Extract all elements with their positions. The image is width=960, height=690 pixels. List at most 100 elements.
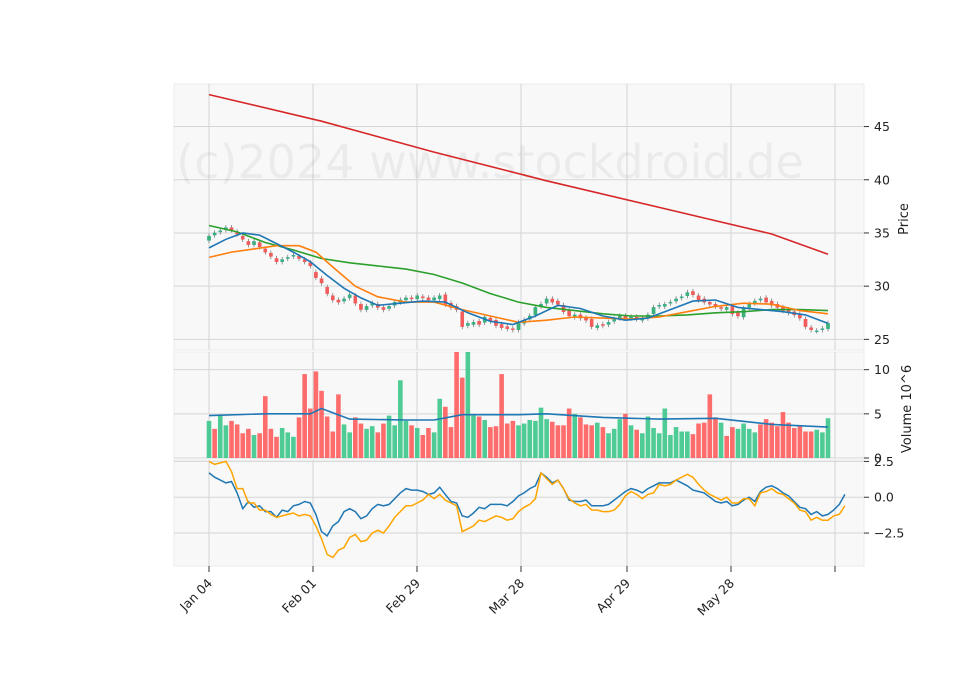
volume-bar — [234, 424, 240, 458]
candle-body — [314, 272, 318, 278]
x-tick-label: Mar 28 — [486, 575, 527, 616]
candle-body — [814, 330, 819, 333]
candle-body — [443, 294, 448, 305]
volume-bar — [279, 427, 285, 458]
volume-bar — [741, 423, 746, 458]
candle-body — [612, 318, 616, 322]
volume-bar — [707, 394, 713, 458]
candle-body — [679, 296, 684, 299]
candle-body — [595, 325, 600, 328]
candle-body — [820, 328, 825, 330]
candle-body — [567, 310, 571, 317]
volume-bar — [656, 433, 662, 458]
volume-bar — [623, 413, 628, 458]
price-moving-average-line — [208, 244, 829, 324]
candle-body — [460, 311, 465, 327]
volume-bar — [454, 352, 459, 458]
candle-body — [421, 296, 425, 299]
volume-bar — [555, 425, 561, 458]
volume-bar — [544, 419, 549, 458]
candle-body — [471, 322, 476, 325]
volume-bar — [538, 407, 544, 458]
candle-body — [769, 300, 774, 306]
volume-bar — [617, 419, 623, 458]
volume-bar — [403, 420, 409, 458]
candle-body — [803, 318, 808, 327]
volume-bar — [634, 429, 639, 458]
oscillator-series — [208, 460, 846, 559]
candle-body — [212, 232, 217, 236]
x-tick-label: May 28 — [694, 575, 737, 618]
volume-bar — [735, 428, 741, 458]
volume-bar — [594, 422, 600, 458]
candle-body — [207, 235, 211, 241]
candle-body — [347, 294, 352, 299]
volume-bar — [313, 371, 319, 458]
volume-bar — [701, 422, 707, 458]
volume-bar — [246, 428, 251, 458]
candle-body — [674, 298, 678, 302]
candle-body — [736, 312, 740, 317]
volume-bar — [285, 432, 291, 458]
candle-body — [319, 278, 324, 284]
volume-bar — [504, 423, 510, 458]
candle-body — [617, 315, 622, 319]
volume-bar — [257, 433, 262, 458]
volume-bar — [375, 432, 381, 458]
volume-bar — [673, 427, 679, 458]
price-series — [207, 93, 830, 334]
volume-bar — [645, 416, 651, 458]
candle-body — [747, 304, 752, 308]
candle-body — [499, 324, 504, 328]
volume-bar — [549, 421, 555, 458]
price-axis-label: Price — [897, 203, 912, 235]
volume-bar — [730, 427, 735, 458]
volume-bar — [527, 420, 533, 458]
candle-body — [336, 299, 341, 303]
volume-bar — [409, 425, 414, 458]
candle-body — [257, 242, 262, 247]
volume-bar — [274, 436, 279, 458]
volume-bar — [606, 433, 611, 458]
candle-body — [477, 321, 481, 325]
volume-bar — [341, 424, 347, 458]
candle-body — [764, 297, 768, 303]
candle-body — [302, 259, 307, 262]
volume-series — [206, 352, 831, 458]
y-tick-label: 25 — [874, 332, 890, 347]
volume-bar — [763, 419, 769, 458]
volume-bar — [690, 434, 696, 458]
volume-bar — [369, 426, 375, 458]
volume-bar — [392, 425, 397, 458]
x-tick-label: Feb 29 — [383, 575, 423, 615]
candle-body — [280, 259, 284, 262]
volume-bar — [583, 424, 589, 458]
candle-body — [331, 295, 335, 301]
volume-bar — [533, 420, 538, 458]
volume-bar — [572, 413, 578, 458]
volume-bar — [724, 435, 730, 458]
oscillator-panel-background — [173, 459, 865, 567]
volume-bar — [758, 424, 763, 458]
volume-bar — [628, 425, 634, 458]
volume-bar — [803, 431, 808, 458]
candle-body — [285, 257, 290, 259]
candle-body — [426, 297, 431, 301]
volume-bar — [324, 416, 330, 458]
candle-body — [629, 316, 633, 319]
volume-bar — [431, 432, 437, 458]
x-tick-label: Feb 01 — [279, 576, 319, 616]
volume-bar — [713, 417, 718, 458]
candle-body — [663, 304, 667, 307]
candle-body — [218, 230, 223, 233]
candle-body — [741, 308, 746, 318]
volume-bar — [426, 427, 431, 458]
price-moving-average-line — [208, 224, 829, 317]
volume-average-line — [208, 407, 829, 428]
volume-bar — [797, 425, 803, 458]
volume-bar — [786, 422, 791, 458]
candle-body — [696, 295, 701, 301]
volume-bar — [296, 417, 302, 458]
y-tick-label: 30 — [874, 279, 890, 294]
